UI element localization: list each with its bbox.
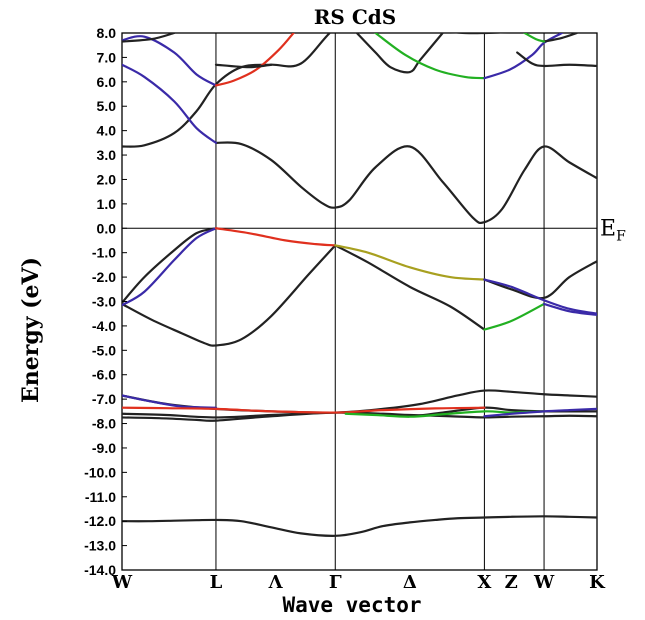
band-line-12 — [334, 244, 486, 331]
band-line-30 — [523, 33, 546, 43]
y-tick-label-10: -2.0 — [92, 269, 116, 285]
band-line-24 — [214, 63, 273, 69]
y-tick-label-3: 5.0 — [97, 98, 117, 114]
y-tick-label-7: 1.0 — [97, 196, 117, 212]
band-line-14 — [483, 302, 546, 331]
band-line-17 — [542, 302, 597, 317]
bands-group — [122, 33, 597, 537]
fermi-level-label-main: E — [600, 216, 616, 241]
y-tick-label-20: -12.0 — [84, 513, 116, 529]
band-line-29 — [542, 33, 578, 43]
y-tick-label-13: -5.0 — [92, 342, 116, 358]
band-line-5 — [122, 406, 486, 414]
kpoint-label-2: Λ — [268, 572, 284, 593]
y-tick-label-8: 0.0 — [97, 220, 117, 236]
band-line-11 — [214, 227, 337, 247]
kpoint-label-0: W — [111, 572, 133, 593]
y-axis-label: Energy (eV) — [18, 257, 44, 403]
y-tick-label-19: -11.0 — [85, 489, 116, 505]
band-line-22 — [122, 33, 176, 43]
kpoint-label-5: X — [477, 572, 491, 593]
x-axis-label: Wave vector — [282, 593, 421, 617]
y-tick-label-18: -10.0 — [84, 464, 116, 480]
band-line-18 — [122, 33, 510, 148]
y-tick-label-16: -8.0 — [92, 416, 116, 432]
y-tick-label-4: 4.0 — [97, 123, 117, 139]
y-tick-label-0: 8.0 — [97, 25, 117, 41]
fermi-level-label: EF — [600, 216, 626, 244]
band-line-20 — [122, 63, 218, 144]
kpoint-label-7: W — [533, 572, 555, 593]
y-ticks-group: 8.0 7.0 6.0 5.0 4.0 3.0 2.0 1.0 0.0 -1.0 -2.0 -3.0 -… — [84, 25, 127, 578]
band-line-16 — [483, 278, 597, 315]
kpoint-label-4: Δ — [403, 572, 417, 593]
fermi-level-label-sub: F — [616, 228, 626, 244]
band-line-25 — [355, 33, 444, 74]
kpoint-label-3: Γ — [329, 572, 342, 593]
y-tick-label-1: 7.0 — [97, 49, 117, 65]
y-tick-label-14: -6.0 — [92, 367, 116, 383]
band-line-23 — [214, 33, 295, 87]
y-tick-label-12: -4.0 — [92, 318, 116, 334]
y-tick-label-5: 3.0 — [97, 147, 117, 163]
kpoint-lines-group — [215, 33, 545, 570]
y-tick-label-15: -7.0 — [92, 391, 116, 407]
band-line-8 — [122, 244, 337, 347]
y-tick-label-22: -14.0 — [84, 562, 116, 578]
y-tick-label-6: 2.0 — [97, 171, 117, 187]
y-tick-label-17: -9.0 — [92, 440, 116, 456]
band-line-6 — [344, 410, 546, 418]
band-line-4 — [122, 394, 218, 409]
band-line-19 — [214, 141, 597, 225]
band-line-10 — [122, 227, 218, 307]
y-tick-label-21: -13.0 — [84, 538, 116, 554]
kpoint-label-1: L — [210, 572, 223, 593]
band-line-9 — [122, 227, 218, 304]
kpoint-label-6: Z — [505, 572, 518, 593]
band-line-13 — [334, 244, 486, 281]
band-line-7 — [483, 407, 597, 418]
y-tick-label-2: 6.0 — [97, 74, 117, 90]
y-tick-label-9: -1.0 — [92, 245, 116, 261]
y-tick-label-11: -3.0 — [92, 294, 116, 310]
kpoint-label-8: K — [589, 572, 606, 593]
band-line-15 — [483, 260, 597, 300]
band-line-26 — [374, 33, 486, 80]
chart-title: RS CdS — [314, 5, 396, 29]
band-line-28 — [516, 51, 597, 68]
band-line-21 — [122, 35, 218, 87]
band-line-0 — [122, 515, 597, 537]
